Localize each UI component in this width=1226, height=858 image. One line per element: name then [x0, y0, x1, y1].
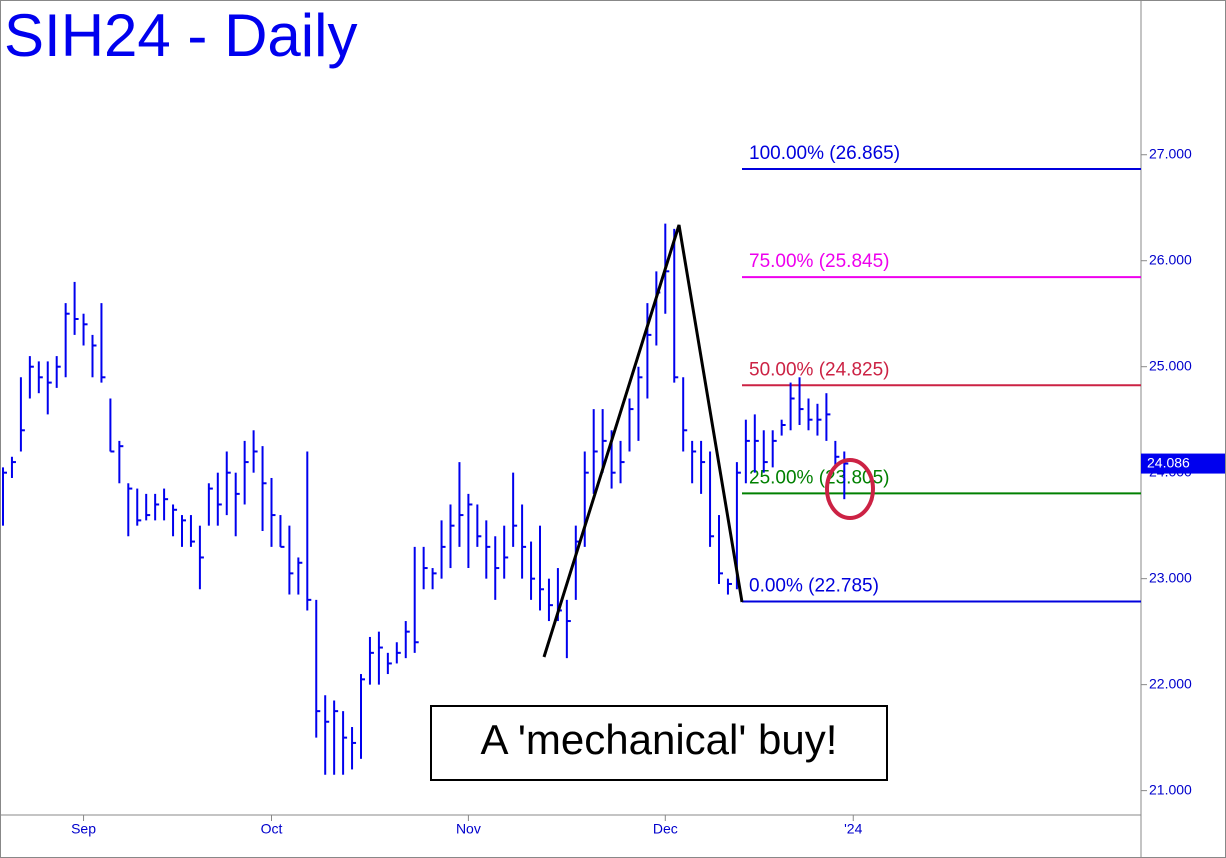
x-tick-label: Nov — [456, 821, 481, 837]
x-tick-label: '24 — [844, 821, 862, 837]
y-tick-label: 21.000 — [1149, 781, 1192, 797]
annotation: A 'mechanical' buy! — [481, 716, 838, 763]
x-tick-label: Sep — [71, 821, 96, 837]
swing-line — [542, 224, 744, 658]
last-price-tag — [1141, 453, 1225, 474]
fib-label: 25.00% (23.805) — [749, 467, 890, 488]
y-tick-label: 22.000 — [1149, 675, 1192, 691]
fib-label: 75.00% (25.845) — [749, 251, 890, 272]
y-tick-label: 25.000 — [1149, 357, 1192, 373]
fib-label: 0.00% (22.785) — [749, 575, 879, 596]
y-tick-label: 27.000 — [1149, 145, 1192, 161]
x-tick-label: Oct — [261, 821, 283, 837]
y-tick-label: 26.000 — [1149, 251, 1192, 267]
highlight-circle — [825, 458, 875, 520]
x-tick-label: Dec — [653, 821, 678, 837]
annotation-box — [430, 705, 888, 781]
last-price-label: 24.086 — [1147, 454, 1190, 470]
chart-title: SIH24 - Daily — [4, 2, 357, 69]
fib-label: 50.00% (24.825) — [749, 359, 890, 380]
y-tick-label: 23.000 — [1149, 569, 1192, 585]
fib-label: 100.00% (26.865) — [749, 143, 900, 164]
